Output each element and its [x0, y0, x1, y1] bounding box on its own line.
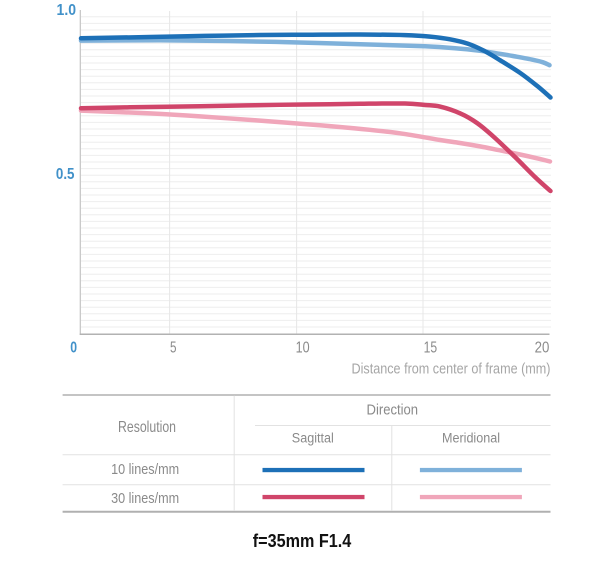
- svg-text:0: 0: [70, 339, 77, 356]
- svg-text:10: 10: [296, 339, 310, 356]
- svg-text:30 lines/mm: 30 lines/mm: [111, 490, 179, 507]
- svg-text:1.0: 1.0: [57, 2, 77, 19]
- svg-text:Sagittal: Sagittal: [292, 431, 334, 446]
- svg-text:15: 15: [424, 339, 438, 356]
- svg-text:Distance from center of frame: Distance from center of frame (mm): [352, 361, 551, 377]
- svg-text:0.5: 0.5: [56, 166, 75, 183]
- svg-text:Direction: Direction: [367, 402, 419, 419]
- svg-text:10 lines/mm: 10 lines/mm: [111, 461, 179, 478]
- svg-text:Resolution: Resolution: [118, 419, 176, 436]
- svg-text:5: 5: [170, 339, 177, 356]
- svg-text:Meridional: Meridional: [442, 431, 500, 446]
- svg-text:20: 20: [535, 339, 550, 356]
- svg-text:f=35mm F1.4: f=35mm F1.4: [253, 531, 352, 551]
